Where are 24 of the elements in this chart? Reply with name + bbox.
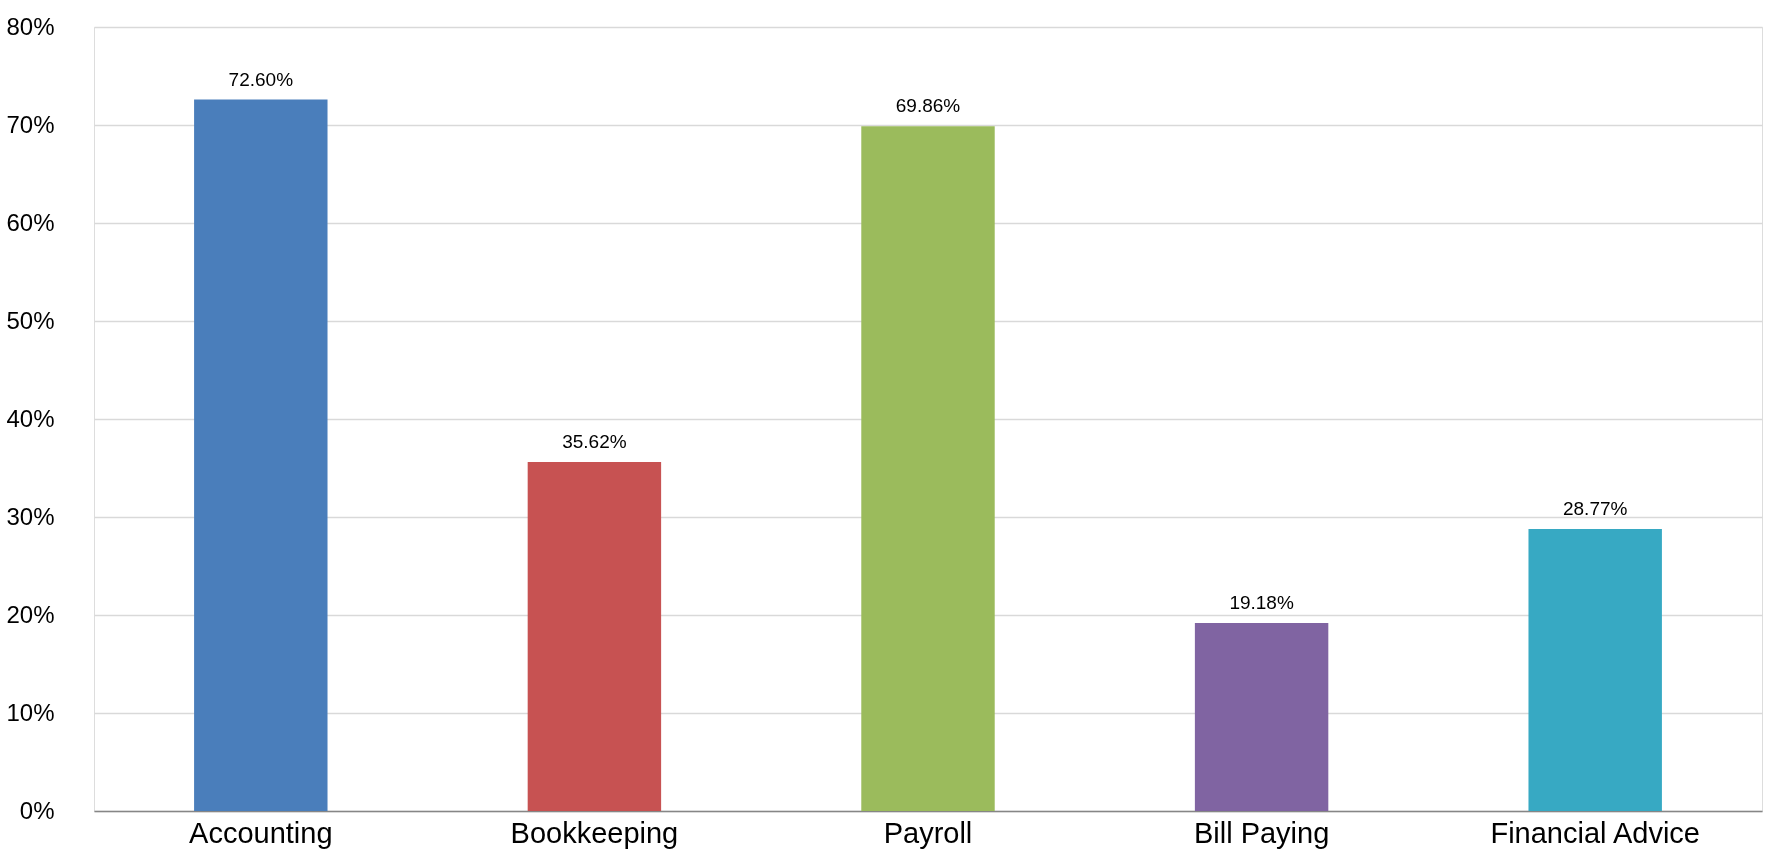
bar xyxy=(527,461,662,811)
data-label: 69.86% xyxy=(895,95,961,117)
y-tick-label: 40% xyxy=(6,404,55,432)
data-label: 35.62% xyxy=(562,430,627,452)
bar xyxy=(1194,623,1329,811)
bar xyxy=(194,99,328,811)
y-tick-label: 80% xyxy=(6,12,55,40)
x-tick-label: Accounting xyxy=(189,816,333,849)
x-tick-label: Payroll xyxy=(883,816,973,849)
data-label: 19.18% xyxy=(1229,592,1294,614)
y-tick-label: 60% xyxy=(6,208,55,236)
data-label: 72.60% xyxy=(228,68,294,90)
y-tick-label: 70% xyxy=(6,110,55,138)
y-tick-label: 50% xyxy=(6,306,55,334)
y-tick-label: 10% xyxy=(6,698,55,726)
x-tick-label: Bill Paying xyxy=(1193,816,1330,849)
bar xyxy=(1528,529,1662,811)
x-tick-label: Bookkeeping xyxy=(510,816,679,849)
y-tick-label: 0% xyxy=(19,796,55,824)
data-label: 28.77% xyxy=(1562,498,1628,520)
bar xyxy=(861,126,995,811)
x-tick-label: Financial Advice xyxy=(1490,816,1700,849)
y-tick-label: 20% xyxy=(6,600,55,628)
y-tick-label: 30% xyxy=(6,502,55,530)
